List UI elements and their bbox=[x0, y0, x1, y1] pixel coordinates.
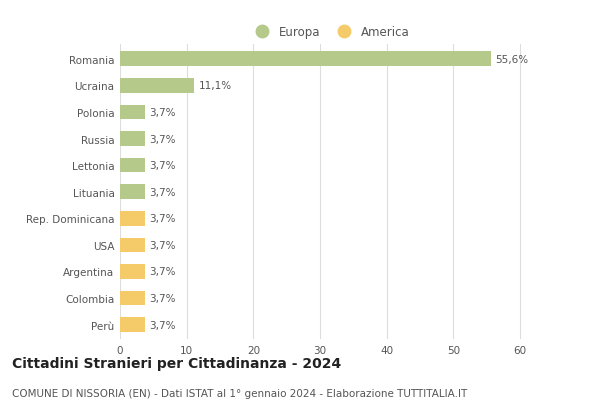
Legend: Europa, America: Europa, America bbox=[246, 21, 414, 44]
Text: 3,7%: 3,7% bbox=[149, 240, 176, 250]
Bar bbox=[120, 317, 145, 332]
Text: 3,7%: 3,7% bbox=[149, 187, 176, 197]
Bar bbox=[120, 265, 145, 279]
Text: COMUNE DI NISSORIA (EN) - Dati ISTAT al 1° gennaio 2024 - Elaborazione TUTTITALI: COMUNE DI NISSORIA (EN) - Dati ISTAT al … bbox=[12, 389, 467, 398]
Bar bbox=[120, 106, 145, 120]
Text: 3,7%: 3,7% bbox=[149, 214, 176, 224]
Text: 11,1%: 11,1% bbox=[199, 81, 232, 91]
Text: 3,7%: 3,7% bbox=[149, 161, 176, 171]
Text: 3,7%: 3,7% bbox=[149, 320, 176, 330]
Text: 3,7%: 3,7% bbox=[149, 267, 176, 277]
Text: 3,7%: 3,7% bbox=[149, 134, 176, 144]
Text: 3,7%: 3,7% bbox=[149, 293, 176, 303]
Bar bbox=[120, 52, 491, 67]
Bar bbox=[120, 132, 145, 146]
Text: 55,6%: 55,6% bbox=[496, 54, 529, 65]
Bar bbox=[120, 291, 145, 306]
Text: 3,7%: 3,7% bbox=[149, 108, 176, 118]
Bar bbox=[120, 158, 145, 173]
Bar bbox=[120, 211, 145, 226]
Text: Cittadini Stranieri per Cittadinanza - 2024: Cittadini Stranieri per Cittadinanza - 2… bbox=[12, 356, 341, 370]
Bar bbox=[120, 185, 145, 200]
Bar bbox=[120, 238, 145, 253]
Bar bbox=[120, 79, 194, 93]
